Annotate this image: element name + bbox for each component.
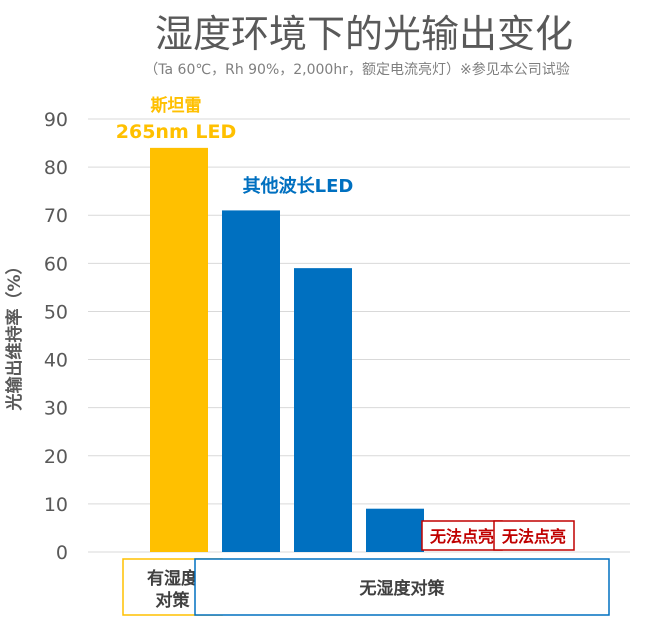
no-light-label: 无法点亮 bbox=[429, 527, 494, 546]
y-axis-ticks: 0 10 20 30 40 50 60 70 80 90 bbox=[44, 109, 68, 564]
stanley-product-annotation: 265nm LED bbox=[116, 121, 236, 143]
bars: 无法点亮 无法点亮 bbox=[150, 147, 575, 552]
y-tick-label: 40 bbox=[44, 350, 68, 372]
chart-subtitle: （Ta 60℃，Rh 90%，2,000hr，额定电流亮灯）※参见本公司试验 bbox=[144, 61, 569, 78]
stanley-name-annotation: 斯坦雷 bbox=[151, 95, 202, 116]
y-tick-label: 50 bbox=[44, 301, 68, 323]
category-label: 对策 bbox=[156, 590, 191, 611]
bar bbox=[294, 268, 352, 552]
category-label: 无湿度对策 bbox=[359, 578, 446, 599]
no-light-box bbox=[493, 520, 575, 551]
y-tick-label: 80 bbox=[44, 157, 68, 179]
category-box bbox=[194, 558, 610, 616]
y-tick-label: 20 bbox=[44, 446, 68, 468]
bar bbox=[222, 210, 280, 552]
y-tick-label: 0 bbox=[56, 542, 68, 564]
no-light-label: 无法点亮 bbox=[501, 527, 566, 546]
y-tick-label: 10 bbox=[44, 494, 68, 516]
other-led-annotation: 其他波长LED bbox=[243, 175, 354, 197]
chart-title: 湿度环境下的光输出变化 bbox=[155, 12, 573, 56]
y-tick-label: 90 bbox=[44, 109, 68, 131]
y-tick-label: 70 bbox=[44, 205, 68, 227]
y-tick-label: 30 bbox=[44, 398, 68, 420]
y-tick-label: 60 bbox=[44, 253, 68, 275]
bar bbox=[366, 508, 424, 552]
y-axis-label: 光输出维持率（%） bbox=[4, 257, 25, 411]
category-label: 有湿度 bbox=[147, 568, 199, 589]
bar bbox=[150, 147, 208, 552]
